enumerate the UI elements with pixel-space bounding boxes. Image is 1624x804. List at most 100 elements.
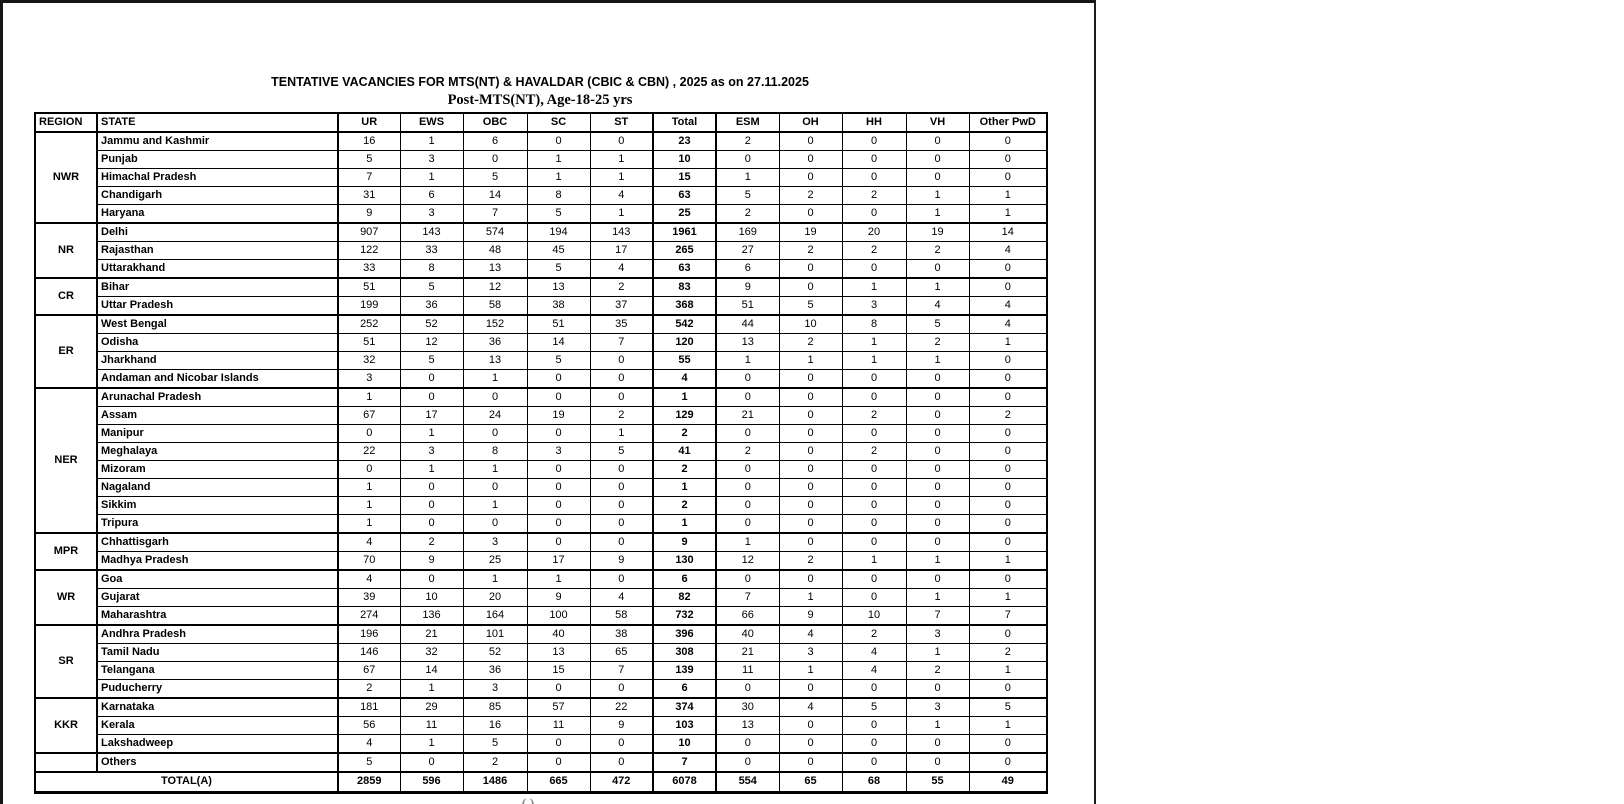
value-cell: 1 (652, 478, 717, 497)
table-row: Puducherry 2 1 3 0 0 6 0 0 0 0 0 (35, 679, 1048, 699)
value-cell: 0 (968, 387, 1048, 407)
value-cell: 1 (968, 588, 1048, 607)
state-cell: Others (96, 752, 339, 773)
column-header-other-pwd: Other PwD (968, 112, 1048, 133)
value-cell: 32 (337, 351, 401, 370)
value-cell: 0 (968, 168, 1048, 187)
value-cell: 2 (399, 532, 464, 552)
state-cell: Lakshadweep (96, 734, 339, 754)
region-cell: NER (34, 387, 98, 534)
value-cell: 44 (715, 314, 780, 334)
value-cell: 0 (715, 478, 780, 497)
value-cell: 40 (715, 624, 780, 644)
value-cell: 0 (968, 514, 1048, 534)
value-cell: 1 (652, 387, 717, 407)
region-cell: ER (34, 314, 98, 389)
value-cell: 4 (589, 259, 654, 279)
value-cell: 0 (462, 387, 528, 407)
value-cell: 1 (715, 351, 780, 370)
state-cell: Andhra Pradesh (96, 624, 339, 644)
state-cell: Odisha (96, 333, 339, 352)
value-cell: 16 (462, 716, 528, 735)
value-cell: 0 (778, 478, 843, 497)
value-cell: 0 (715, 369, 780, 389)
value-cell: 0 (841, 569, 907, 589)
table-row: MPR Chhattisgarh 4 2 3 0 0 9 1 0 0 0 0 (34, 532, 1048, 571)
value-cell: 66 (715, 606, 780, 626)
value-cell: 0 (905, 387, 970, 407)
value-cell: 2 (778, 333, 843, 352)
value-cell: 0 (905, 569, 970, 589)
value-cell: 19 (905, 222, 970, 242)
value-cell: 0 (841, 150, 907, 169)
column-header-ur: UR (337, 112, 401, 133)
table-row: Manipur 0 1 0 0 1 2 0 0 0 0 0 (35, 424, 1048, 443)
value-cell: 139 (652, 661, 717, 680)
value-cell: 6 (652, 679, 717, 699)
value-cell: 0 (715, 752, 780, 773)
value-cell: 1 (589, 168, 654, 187)
value-cell: 0 (905, 406, 970, 425)
value-cell: 7 (589, 661, 654, 680)
value-cell: 0 (968, 460, 1048, 479)
value-cell: 12 (462, 277, 528, 297)
table-row: Rajasthan 122 33 48 45 17 265 27 2 2 2 4 (35, 241, 1048, 260)
value-cell: 0 (399, 387, 464, 407)
value-cell: 0 (905, 734, 970, 754)
state-cell: Chandigarh (96, 186, 339, 205)
value-cell: 103 (652, 716, 717, 735)
value-cell: 143 (399, 222, 464, 242)
value-cell: 14 (968, 222, 1048, 242)
value-cell: 30 (715, 697, 780, 717)
value-cell: 2 (905, 661, 970, 680)
total-value-cell: 665 (526, 771, 591, 794)
value-cell: 8 (526, 186, 591, 205)
value-cell: 374 (652, 697, 717, 717)
state-cell: Meghalaya (96, 442, 339, 461)
value-cell: 27 (715, 241, 780, 260)
value-cell: 2 (778, 241, 843, 260)
state-cell: Maharashtra (96, 606, 339, 626)
value-cell: 0 (399, 369, 464, 389)
value-cell: 1 (841, 351, 907, 370)
value-cell: 8 (841, 314, 907, 334)
value-cell: 17 (526, 551, 591, 571)
value-cell: 0 (589, 369, 654, 389)
value-cell: 0 (778, 277, 843, 297)
value-cell: 0 (905, 532, 970, 552)
value-cell: 4 (968, 296, 1048, 316)
total-value-cell: 55 (905, 771, 970, 794)
value-cell: 0 (399, 478, 464, 497)
value-cell: 0 (968, 150, 1048, 169)
value-cell: 2 (715, 131, 780, 151)
value-cell: 0 (399, 514, 464, 534)
value-cell: 1 (462, 460, 528, 479)
value-cell: 5 (526, 204, 591, 224)
value-cell: 1 (715, 532, 780, 552)
value-cell: 1 (337, 496, 401, 515)
table-row: Odisha 51 12 36 14 7 120 13 2 1 2 1 (35, 333, 1048, 352)
state-cell: Mizoram (96, 460, 339, 479)
value-cell: 0 (841, 460, 907, 479)
table-row: Tamil Nadu 146 32 52 13 65 308 21 3 4 1 2 (35, 643, 1048, 662)
state-cell: Chhattisgarh (96, 532, 339, 552)
value-cell: 15 (526, 661, 591, 680)
value-cell: 0 (337, 460, 401, 479)
state-cell: Madhya Pradesh (96, 551, 339, 571)
value-cell: 1 (399, 679, 464, 699)
value-cell: 0 (589, 387, 654, 407)
value-cell: 3 (399, 442, 464, 461)
state-cell: Jammu and Kashmir (96, 131, 339, 151)
value-cell: 0 (905, 496, 970, 515)
value-cell: 2 (652, 460, 717, 479)
total-value-cell: 65 (778, 771, 843, 794)
region-cell: CR (34, 277, 98, 316)
value-cell: 10 (652, 734, 717, 754)
value-cell: 0 (462, 514, 528, 534)
value-cell: 85 (462, 697, 528, 717)
value-cell: 1 (968, 551, 1048, 571)
value-cell: 129 (652, 406, 717, 425)
value-cell: 0 (968, 532, 1048, 552)
value-cell: 4 (905, 296, 970, 316)
value-cell: 1 (778, 661, 843, 680)
